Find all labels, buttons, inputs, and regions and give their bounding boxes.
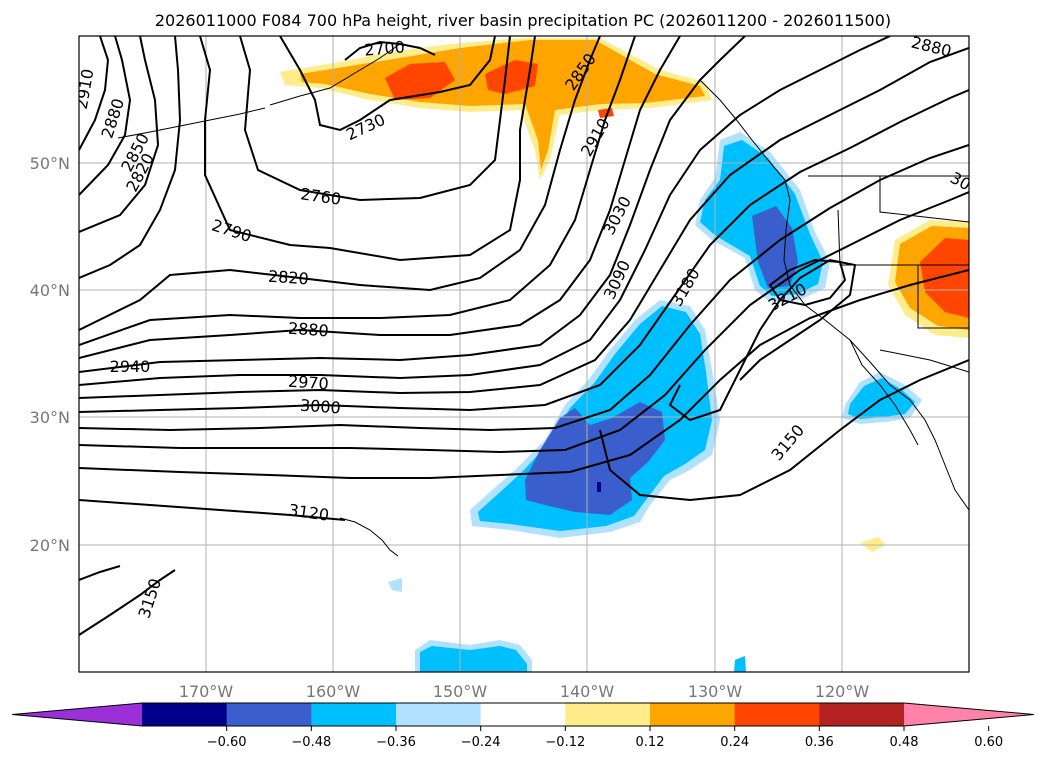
colorbar-extend-low (12, 703, 142, 726)
contour-2880 (79, 36, 681, 359)
state-border-3 (917, 265, 969, 329)
contour-3120 (79, 499, 346, 521)
lat-label-20n: 20°N (30, 536, 70, 555)
colorbar-outline (11, 702, 1035, 727)
lat-label-50n: 50°N (30, 154, 70, 173)
contour-label: 3000 (299, 396, 341, 418)
colorbar-segment (565, 703, 651, 726)
latitude-labels: 50°N 40°N 30°N 20°N (30, 154, 70, 555)
contour-2880-west (79, 36, 132, 196)
contour-3030 (79, 144, 969, 432)
contour-3060 (79, 191, 969, 454)
contour-2850 (79, 36, 636, 346)
state-border-1 (879, 176, 969, 223)
colorbar-segment (142, 703, 228, 726)
contour-3000 (79, 89, 969, 413)
contour-2820-west (79, 36, 182, 279)
contour-2910 (79, 36, 746, 373)
contour-3090 (79, 269, 969, 479)
colorbar: −0.60 −0.48 −0.36 −0.24 −0.12 0.12 0.24 0.36 0.4… (11, 702, 1035, 750)
lon-label-160w: 160°W (306, 682, 361, 701)
contour-3150-sw (79, 569, 176, 636)
colorbar-segment (819, 703, 905, 726)
colorbar-segment (650, 703, 736, 726)
lon-label-140w: 140°W (560, 682, 615, 701)
baja-peninsula (849, 339, 919, 446)
colorbar-extend-high (904, 703, 1034, 726)
lat-label-40n: 40°N (30, 281, 70, 300)
contour-3150-ridge (599, 359, 969, 502)
colorbar-tick-label: 0.60 (974, 735, 1003, 750)
contour-2760 (239, 36, 511, 202)
negative-anomaly-southern-core (420, 646, 527, 672)
contour-label: 2880 (287, 319, 329, 341)
colorbar-segment (734, 703, 820, 726)
map-frame (78, 35, 970, 673)
mexico-border (879, 349, 969, 373)
colorbar-segment (226, 703, 312, 726)
lon-label-120w: 120°W (815, 682, 870, 701)
positive-anomaly-red-east (485, 60, 538, 94)
contour-label: 2970 (287, 372, 329, 394)
colorbar-tick-label: −0.12 (545, 735, 585, 750)
contour-2790 (199, 36, 536, 262)
contour-2970 (79, 47, 969, 399)
colorbar-tick-label: −0.60 (207, 735, 247, 750)
longitude-labels: 170°W 160°W 150°W 140°W 130°W 120°W (179, 682, 870, 701)
map-content: 2700 2730 2760 2790 2820 2850 2880 2910 … (79, 36, 969, 672)
lat-label-30n: 30°N (30, 408, 70, 427)
contour-2820 (79, 36, 601, 331)
negative-anomaly-darkest-spot (597, 482, 601, 492)
figure-title: 2026011000 F084 700 hPa height, river ba… (155, 11, 891, 30)
lon-label-150w: 150°W (433, 682, 488, 701)
negative-anomaly-island-spot (388, 578, 402, 592)
colorbar-segment (396, 703, 482, 726)
colorbar-tick-label: −0.48 (291, 735, 331, 750)
aleutian-islands (117, 107, 266, 139)
contour-2910-west (79, 36, 110, 151)
positive-anomaly-interior-west-red (920, 238, 969, 318)
alaska-peninsula (269, 43, 401, 106)
colorbar-tick-label: 0.12 (636, 735, 665, 750)
contour-label: 2820 (267, 267, 309, 289)
colorbar-tick-label: 0.48 (890, 735, 919, 750)
colorbar-segment (311, 703, 397, 726)
lon-label-130w: 130°W (688, 682, 743, 701)
contour-2850-west (79, 36, 160, 233)
positive-anomaly-red-small (598, 108, 614, 118)
contour-3210 (768, 258, 847, 307)
contour-2700 (344, 40, 436, 61)
contour-3180 (668, 258, 857, 422)
contour-2730 (279, 36, 496, 132)
colorbar-tick-label: −0.24 (461, 735, 501, 750)
precip-shading (280, 38, 969, 672)
colorbar-tick-label: −0.36 (376, 735, 416, 750)
negative-anomaly-small-south (734, 656, 746, 672)
contour-label: 2940 (110, 357, 151, 376)
colorbar-tick-label: 0.36 (805, 735, 834, 750)
colorbar-segment (480, 703, 566, 726)
contour-2940 (79, 36, 891, 386)
colorbar-tick-label: 0.24 (720, 735, 749, 750)
contour-label: 2700 (363, 37, 405, 59)
hawaiian-islands (339, 517, 399, 557)
lon-label-170w: 170°W (179, 682, 234, 701)
map-background (79, 36, 969, 672)
positive-anomaly-red-west (385, 62, 455, 100)
height-contours (79, 36, 969, 636)
contour-3120-sw (79, 565, 121, 581)
